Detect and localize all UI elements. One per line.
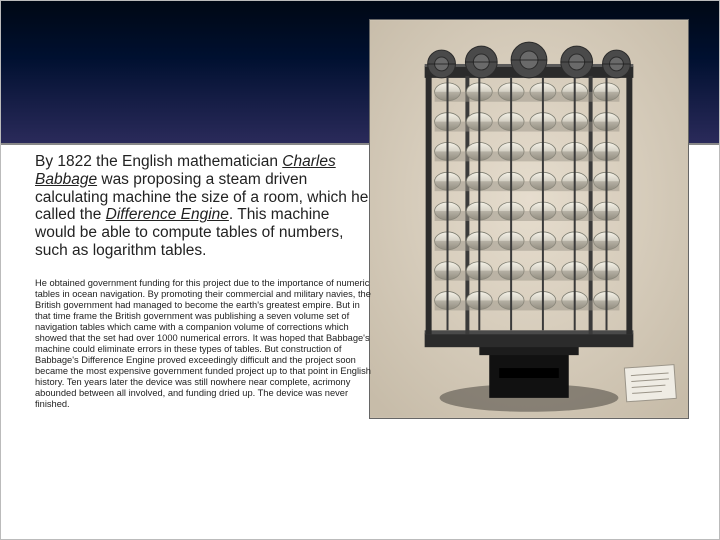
difference-engine-svg xyxy=(370,20,688,418)
text-column: By 1822 the English mathematician Charle… xyxy=(35,153,373,410)
detail-paragraph: He obtained government funding for this … xyxy=(35,278,373,410)
difference-engine-link[interactable]: Difference Engine xyxy=(106,206,229,223)
p1-a: By 1822 the English mathematician xyxy=(35,153,282,170)
difference-engine-image xyxy=(369,19,689,419)
slide: By 1822 the English mathematician Charle… xyxy=(0,0,720,540)
main-paragraph: By 1822 the English mathematician Charle… xyxy=(35,153,373,260)
